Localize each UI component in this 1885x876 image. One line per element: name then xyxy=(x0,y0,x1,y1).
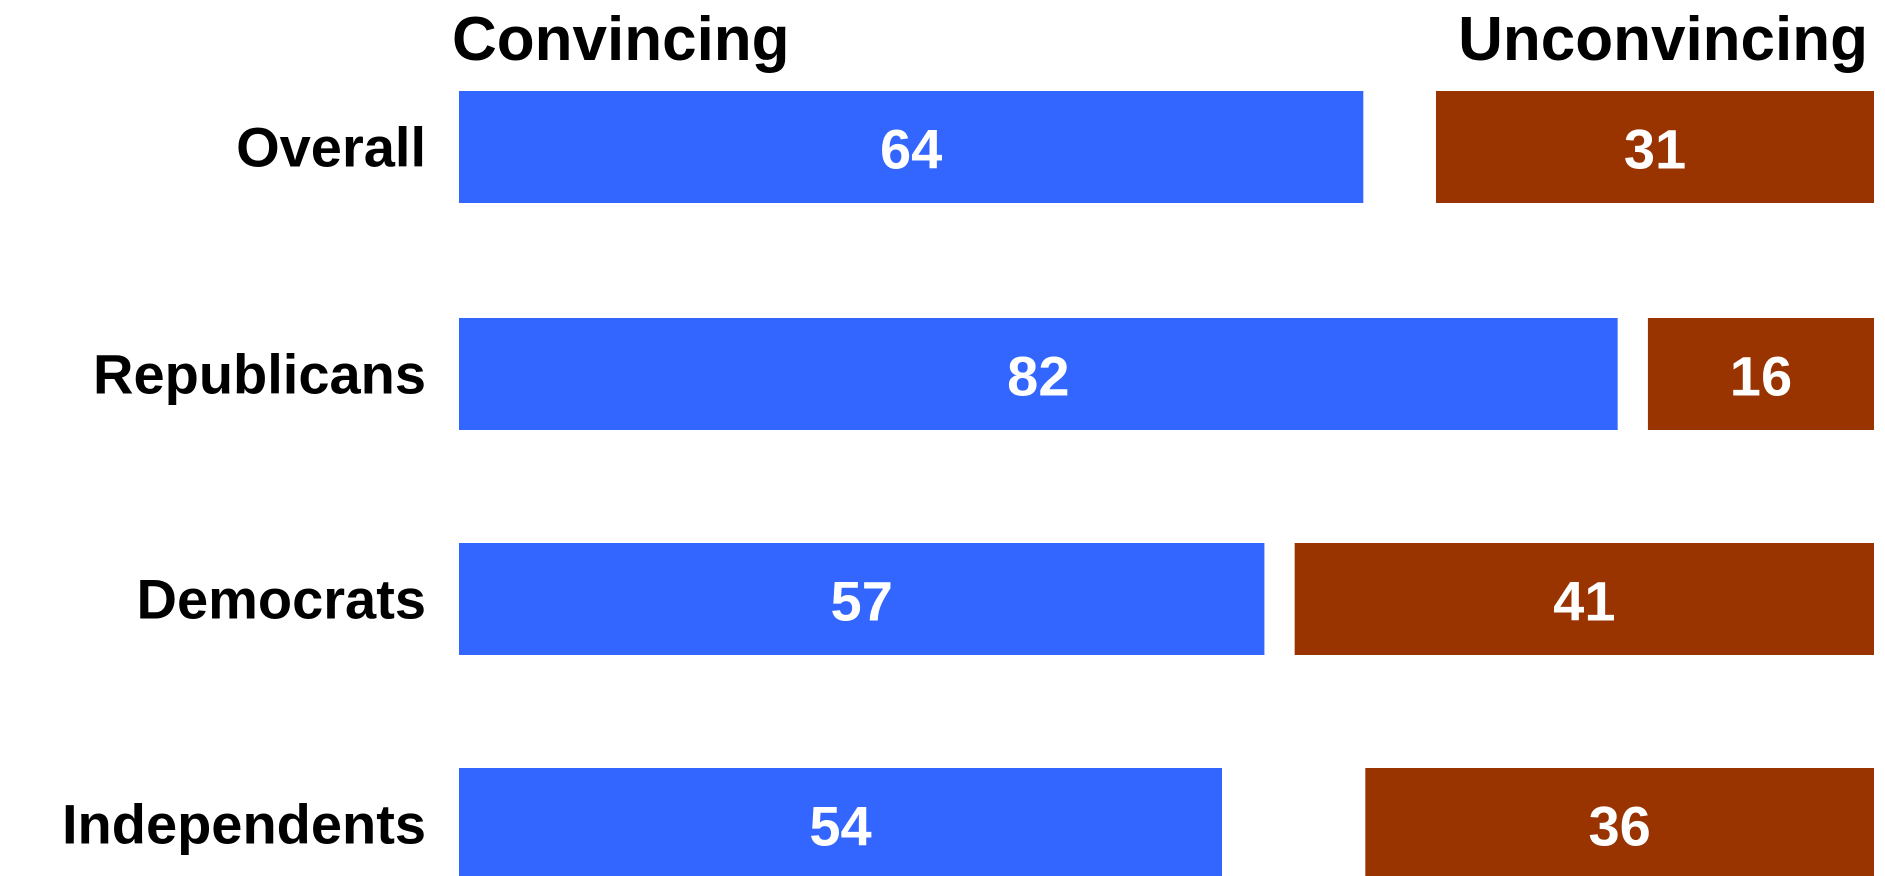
value-label-convincing-democrats: 57 xyxy=(831,570,893,633)
bar-unconvincing-republicans xyxy=(1647,318,1874,430)
value-label-unconvincing-democrats: 41 xyxy=(1553,570,1615,633)
value-label-convincing-independents: 54 xyxy=(809,795,871,858)
category-label-democrats: Democrats xyxy=(137,568,426,631)
value-label-convincing-overall: 64 xyxy=(880,118,942,181)
value-label-unconvincing-republicans: 16 xyxy=(1730,345,1792,408)
value-label-unconvincing-overall: 31 xyxy=(1624,118,1686,181)
value-label-convincing-republicans: 82 xyxy=(1007,345,1069,408)
header-unconvincing: Unconvincing xyxy=(1458,5,1868,74)
bar-unconvincing-independents xyxy=(1365,768,1874,876)
bar-unconvincing-overall xyxy=(1435,91,1874,203)
category-label-overall: Overall xyxy=(236,116,426,179)
bar-unconvincing-democrats xyxy=(1294,543,1874,655)
value-label-unconvincing-independents: 36 xyxy=(1589,795,1651,858)
category-label-republicans: Republicans xyxy=(93,343,426,406)
header-convincing: Convincing xyxy=(452,5,790,74)
bar-convincing-overall xyxy=(459,91,1364,203)
chart-rows: Overall 64 31 Republicans 82 16 Democrats 57 41 I… xyxy=(62,91,1874,876)
bar-convincing-democrats xyxy=(459,543,1265,655)
category-label-independents: Independents xyxy=(62,793,426,856)
bar-convincing-independents xyxy=(459,768,1223,876)
bar-convincing-republicans xyxy=(459,318,1618,430)
